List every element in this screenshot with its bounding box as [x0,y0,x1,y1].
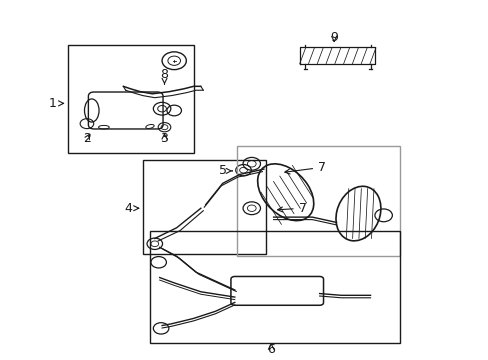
Text: 7: 7 [285,161,325,174]
Text: 8: 8 [160,68,168,84]
Text: 6: 6 [266,343,275,356]
Text: 2: 2 [83,132,91,145]
Bar [67,45,193,153]
Bar [142,160,266,255]
Text: 5: 5 [218,165,232,177]
Text: 4: 4 [124,202,139,215]
Bar [237,146,399,256]
Bar [150,231,399,343]
Text: 3: 3 [160,132,168,145]
Text: 9: 9 [329,31,337,44]
Text: 1: 1 [49,97,63,110]
Text: 7: 7 [277,202,306,215]
